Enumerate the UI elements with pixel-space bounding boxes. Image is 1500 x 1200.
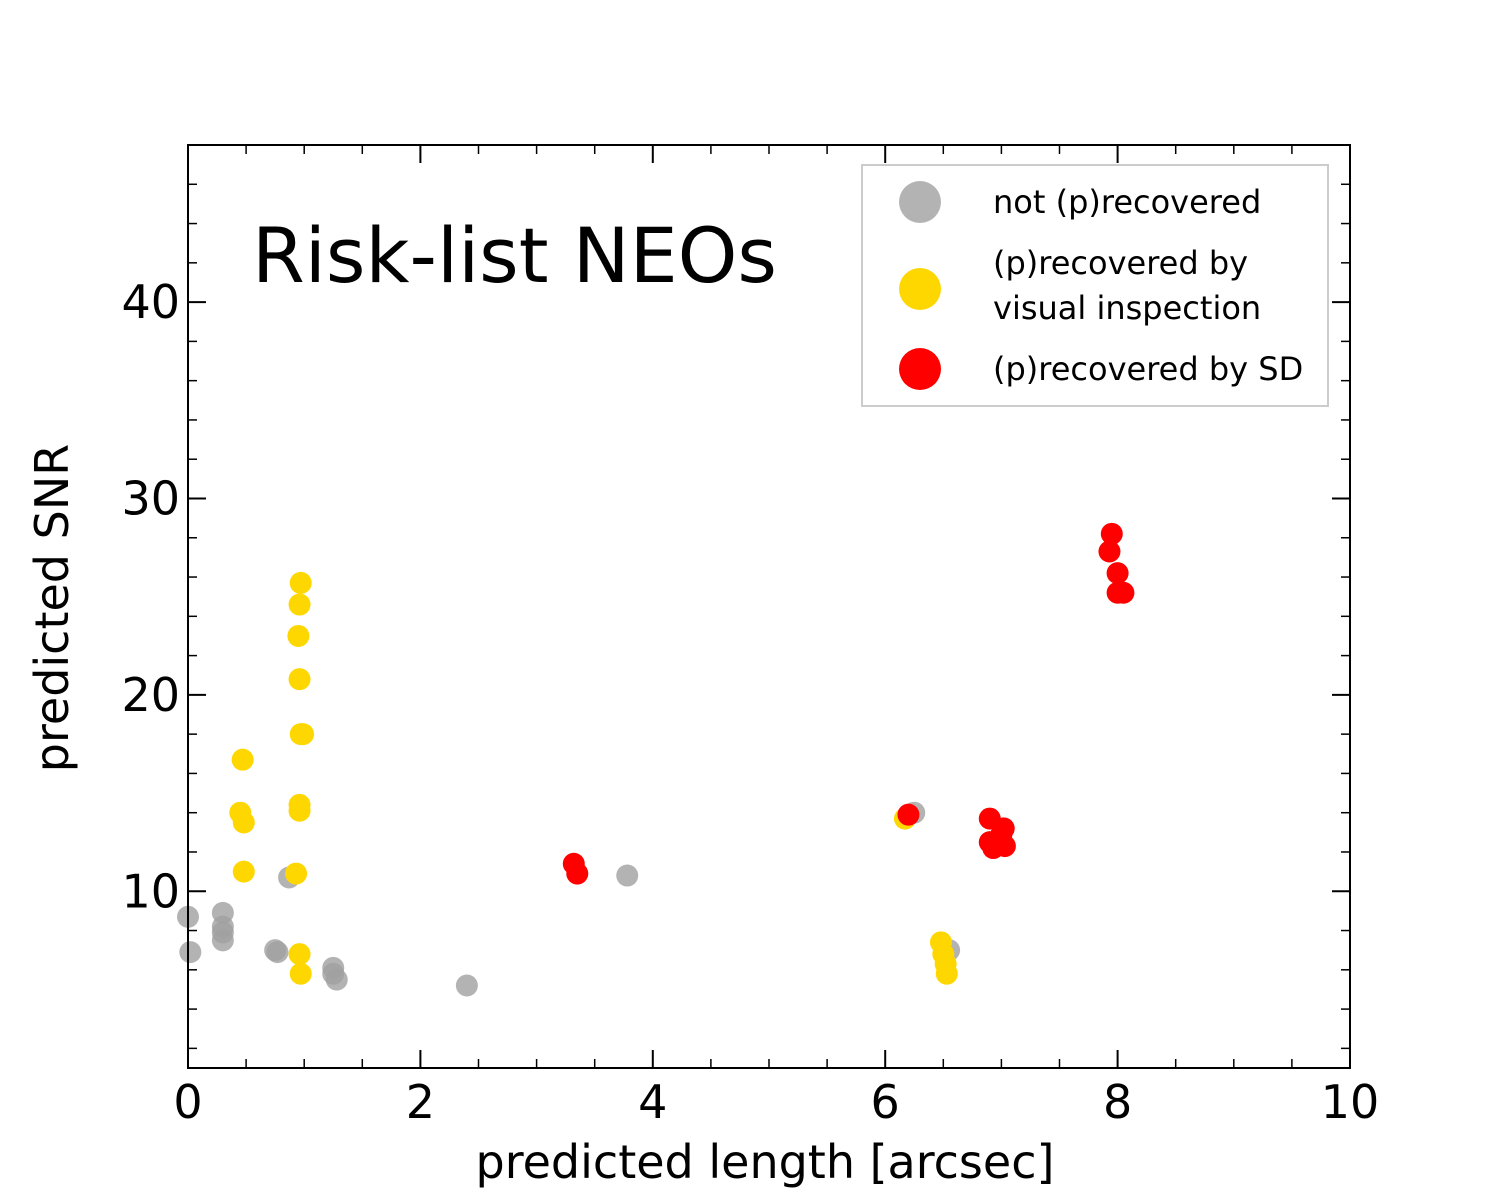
point-visual-inspection: [289, 571, 312, 594]
legend-label-not-recovered: not (p)recovered: [993, 183, 1261, 221]
legend-marker-visual-inspection: [899, 268, 941, 310]
point-sd: [1098, 540, 1121, 563]
point-sd: [1112, 581, 1135, 604]
point-visual-inspection: [287, 624, 310, 647]
points-layer: [177, 522, 1135, 997]
point-visual-inspection: [288, 668, 311, 691]
point-sd: [566, 862, 589, 885]
point-not-recovered: [325, 968, 348, 991]
point-visual-inspection: [285, 862, 308, 885]
x-tick-label: 10: [1321, 1075, 1380, 1129]
point-sd: [1100, 522, 1123, 545]
point-visual-inspection: [289, 962, 312, 985]
y-tick-label: 10: [121, 864, 180, 918]
y-tick-label: 40: [121, 275, 180, 329]
legend-marker-sd: [899, 348, 941, 390]
legend-label-visual-inspection-line1: (p)recovered by: [993, 244, 1248, 282]
point-visual-inspection: [288, 799, 311, 822]
point-sd: [992, 817, 1015, 840]
point-sd: [1106, 562, 1129, 585]
ticks-layer: 0 2 4 6 8 10 10 20 30 40: [121, 145, 1379, 1129]
point-visual-inspection: [231, 748, 254, 771]
y-tick-label: 20: [121, 668, 180, 722]
point-visual-inspection: [288, 943, 311, 966]
x-tick-label: 0: [173, 1075, 202, 1129]
point-sd: [897, 803, 920, 826]
point-visual-inspection: [292, 723, 315, 746]
plot-frame: [187, 144, 1351, 1069]
chart-title: Risk-list NEOs: [252, 211, 777, 300]
x-tick-label: 4: [638, 1075, 667, 1129]
point-not-recovered: [616, 864, 639, 887]
point-sd: [993, 835, 1016, 858]
legend-label-sd: (p)recovered by SD: [993, 350, 1303, 388]
point-not-recovered: [179, 941, 202, 964]
legend-marker-not-recovered: [899, 181, 941, 223]
point-visual-inspection: [232, 811, 255, 834]
y-tick-label: 30: [121, 471, 180, 525]
x-axis-label: predicted length [arcsec]: [476, 1135, 1055, 1189]
point-not-recovered: [455, 974, 478, 997]
y-axis-label: predicted SNR: [25, 444, 79, 772]
legend: not (p)recovered (p)recovered by visual …: [861, 164, 1329, 407]
point-visual-inspection: [935, 962, 958, 985]
point-visual-inspection: [232, 860, 255, 883]
point-not-recovered: [266, 941, 289, 964]
x-tick-label: 6: [871, 1075, 900, 1129]
legend-label-visual-inspection-line2: visual inspection: [993, 289, 1261, 327]
x-tick-label: 8: [1103, 1075, 1132, 1129]
point-not-recovered: [211, 929, 234, 952]
point-visual-inspection: [288, 593, 311, 616]
x-tick-label: 2: [406, 1075, 435, 1129]
